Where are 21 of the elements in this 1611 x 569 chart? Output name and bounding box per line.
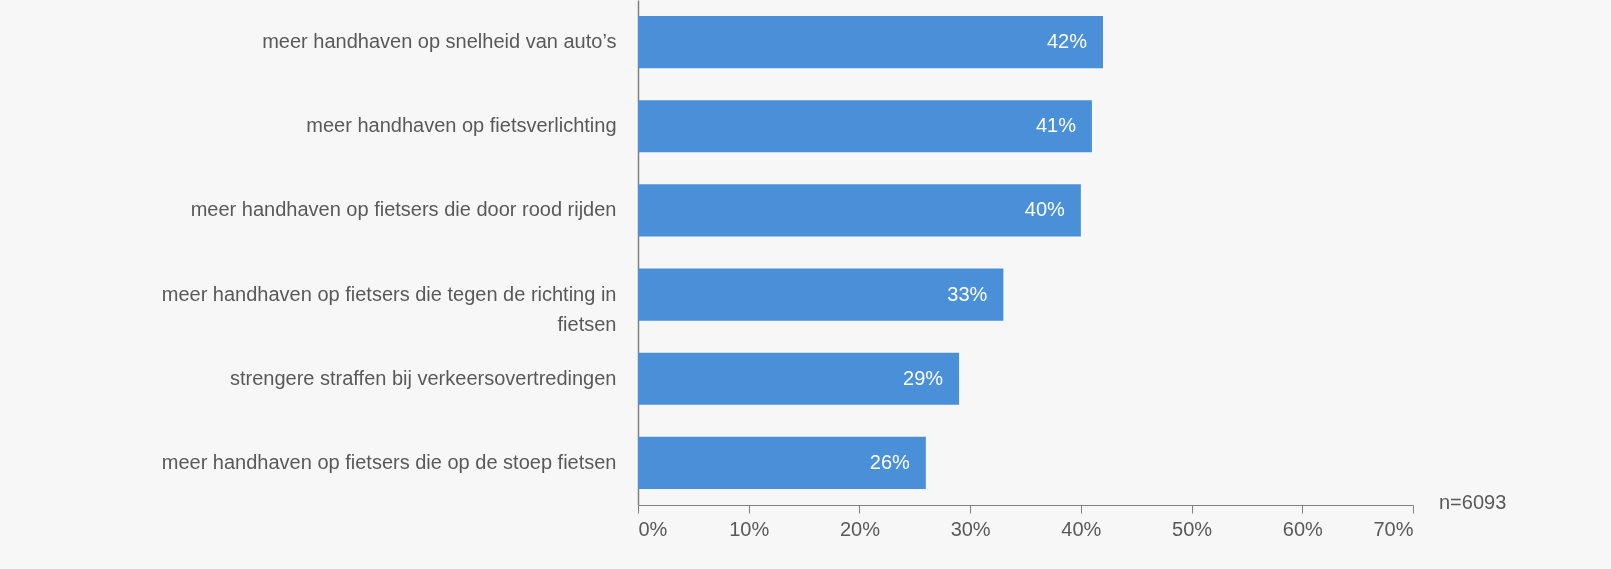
y-tick-label: meer handhaven op fietsers die op de stoep fietsen [161, 450, 617, 473]
y-tick-label: meer handhaven op fietsverlichting [306, 114, 617, 137]
text: n=6093 [1439, 491, 1507, 513]
x-tick-label: 50% [1172, 517, 1213, 540]
x-tick-label: 0% [638, 517, 668, 540]
x-tick-label: 70% [1373, 517, 1414, 540]
x-tick-label: 20% [839, 517, 881, 540]
x-tick-label: 40% [1061, 517, 1102, 540]
x-tick-label: 30% [950, 517, 991, 540]
data-label: 33% [947, 282, 988, 305]
x-tick-label: 10% [729, 517, 770, 540]
data-label: 40% [1024, 198, 1066, 221]
y-tick-label: meer handhaven op fietsers die tegen de richting in fietsen [161, 282, 617, 335]
y-tick-label: meer handhaven op snelheid van auto’s [262, 30, 617, 53]
y-tick-label: meer handhaven op fietsers die door rood rijden [190, 198, 617, 221]
x-tick-label: 60% [1282, 517, 1324, 540]
data-label: 42% [1046, 30, 1088, 53]
data-label: 29% [903, 366, 944, 389]
y-tick-label: strengere straffen bij verkeersovertredingen [229, 366, 617, 389]
data-label: 41% [1035, 114, 1077, 137]
data-label: 26% [869, 450, 911, 473]
